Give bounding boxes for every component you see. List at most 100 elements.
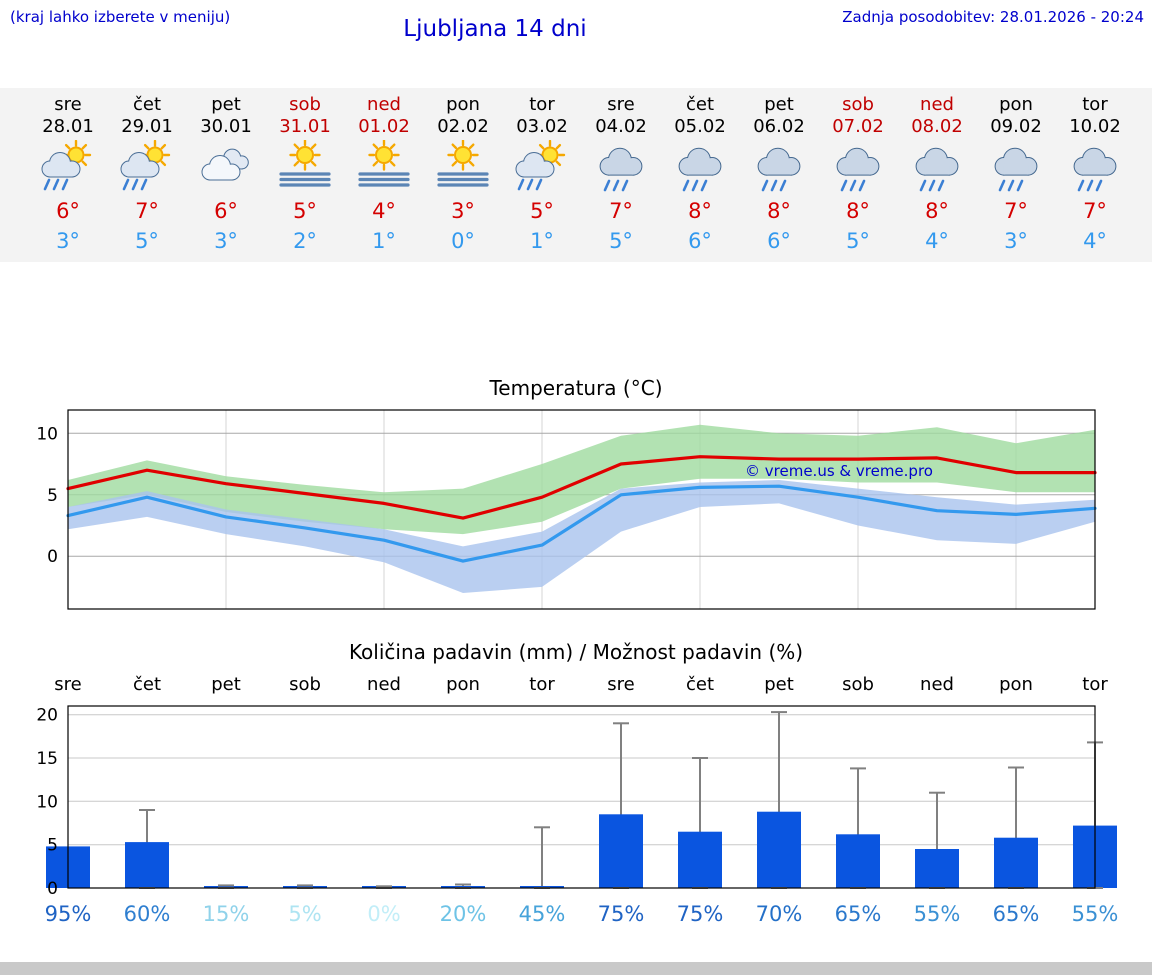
precip-bar <box>994 837 1038 888</box>
precip-day-label: tor <box>529 674 555 695</box>
precipitation-plot: 0 5 10 15 20 <box>36 705 1117 899</box>
temp-max: 7° <box>609 199 633 223</box>
temperature-chart-title: Temperatura (°C) <box>489 376 663 400</box>
precip-probability-labels: 95% 60% 15% 5% 0% 20% 45% 75% 75% 70% 65% 55% 65% 55% <box>0 902 1152 930</box>
precip-probability: 20% <box>439 902 487 926</box>
temp-min: 6° <box>767 229 791 253</box>
cloud-rain-glyph <box>599 147 643 192</box>
precip-day-label: čet <box>685 674 715 695</box>
precip-probability: 15% <box>202 902 250 926</box>
day-name: tor <box>1082 94 1108 115</box>
last-update: Zadnja posodobitev: 28.01.2026 - 20:24 <box>842 8 1144 26</box>
precip-day-label: sob <box>842 674 874 695</box>
precip-day-label: čet <box>132 674 162 695</box>
precip-day-label: pet <box>764 674 794 695</box>
precip-bar <box>599 814 643 888</box>
cloud-rain-glyph <box>678 147 722 192</box>
sun-fog-icon <box>421 140 505 196</box>
temp-min: 4° <box>925 229 949 253</box>
precip-bar <box>678 831 722 888</box>
temp-min: 4° <box>1083 229 1107 253</box>
precip-bar <box>125 842 169 888</box>
day-name: čet <box>132 94 162 115</box>
temp-min: 1° <box>530 229 554 253</box>
svg-text:0: 0 <box>47 879 58 899</box>
day-date: 29.01 <box>121 116 173 137</box>
forecast-day-6: tor 03.02 5° 1° <box>500 94 584 254</box>
temp-min: 3° <box>1004 229 1028 253</box>
day-name: tor <box>529 94 555 115</box>
cloud-rain-icon <box>1053 140 1137 196</box>
cloud-rain-icon <box>974 140 1058 196</box>
temp-min: 3° <box>56 229 80 253</box>
day-name: čet <box>685 94 715 115</box>
precip-probability: 55% <box>913 902 961 926</box>
precip-probability: 5% <box>288 902 322 926</box>
svg-text:0: 0 <box>47 547 58 567</box>
forecast-day-8: čet 05.02 8° 6° <box>658 94 742 254</box>
day-name: pet <box>211 94 241 115</box>
precip-day-label: ned <box>920 674 954 695</box>
svg-text:20: 20 <box>36 706 58 726</box>
cloud-rain-icon <box>579 140 663 196</box>
sun-fog-glyph <box>437 140 489 187</box>
temp-min: 0° <box>451 229 475 253</box>
day-name: ned <box>367 94 401 115</box>
forecast-strip: sre 28.01 6° 3° čet 29.01 7° 5° pet 30.01 6° 3° sob 3… <box>0 88 1152 262</box>
precip-day-label: sre <box>607 674 635 695</box>
svg-text:15: 15 <box>36 749 58 769</box>
forecast-day-10: sob 07.02 8° 5° <box>816 94 900 254</box>
cloud-rain-glyph <box>836 147 880 192</box>
temp-min: 5° <box>609 229 633 253</box>
day-name: ned <box>920 94 954 115</box>
svg-text:5: 5 <box>47 486 58 506</box>
precip-bar <box>915 849 959 888</box>
sun-fog-icon <box>263 140 347 196</box>
temp-max: 4° <box>372 199 396 223</box>
forecast-day-2: pet 30.01 6° 3° <box>184 94 268 254</box>
forecast-day-7: sre 04.02 7° 5° <box>579 94 663 254</box>
day-date: 10.02 <box>1069 116 1121 137</box>
day-date: 28.01 <box>42 116 94 137</box>
precip-probability: 45% <box>518 902 566 926</box>
temp-max: 7° <box>1083 199 1107 223</box>
day-name: sob <box>289 94 321 115</box>
day-date: 09.02 <box>990 116 1042 137</box>
sun-cloud-rain-glyph <box>120 140 171 191</box>
precip-day-label: pon <box>999 674 1033 695</box>
temperature-chart: 0 5 10 © vreme.us & vreme.pro <box>0 404 1152 619</box>
precip-probability: 75% <box>676 902 724 926</box>
forecast-day-1: čet 29.01 7° 5° <box>105 94 189 254</box>
watermark: © vreme.us & vreme.pro <box>745 462 933 480</box>
precip-probability: 65% <box>992 902 1040 926</box>
precipitation-chart: 0 5 10 15 20 <box>0 700 1152 900</box>
temp-max: 6° <box>56 199 80 223</box>
temp-max: 8° <box>688 199 712 223</box>
day-date: 01.02 <box>358 116 410 137</box>
forecast-day-5: pon 02.02 3° 0° <box>421 94 505 254</box>
day-date: 07.02 <box>832 116 884 137</box>
cloud-rain-glyph <box>757 147 801 192</box>
day-date: 02.02 <box>437 116 489 137</box>
temp-max: 8° <box>767 199 791 223</box>
temp-min: 5° <box>135 229 159 253</box>
cloudy-icon <box>184 140 268 196</box>
precip-bar <box>757 811 801 888</box>
temp-max: 5° <box>530 199 554 223</box>
sun-cloud-rain-glyph <box>515 140 566 191</box>
precip-probability: 60% <box>123 902 171 926</box>
cloud-rain-icon <box>895 140 979 196</box>
sun-fog-glyph <box>279 140 331 187</box>
precip-day-label: ned <box>367 674 401 695</box>
temp-max: 3° <box>451 199 475 223</box>
svg-text:10: 10 <box>36 424 58 444</box>
horizontal-scrollbar[interactable] <box>0 962 1152 975</box>
day-name: sre <box>54 94 82 115</box>
cloudy-glyph <box>201 148 249 181</box>
precip-probability: 95% <box>44 902 92 926</box>
precip-day-label: sre <box>54 674 82 695</box>
page-title: Ljubljana 14 dni <box>403 16 587 42</box>
location-hint: (kraj lahko izberete v meniju) <box>10 8 231 26</box>
day-name: pon <box>999 94 1033 115</box>
temp-min: 5° <box>846 229 870 253</box>
